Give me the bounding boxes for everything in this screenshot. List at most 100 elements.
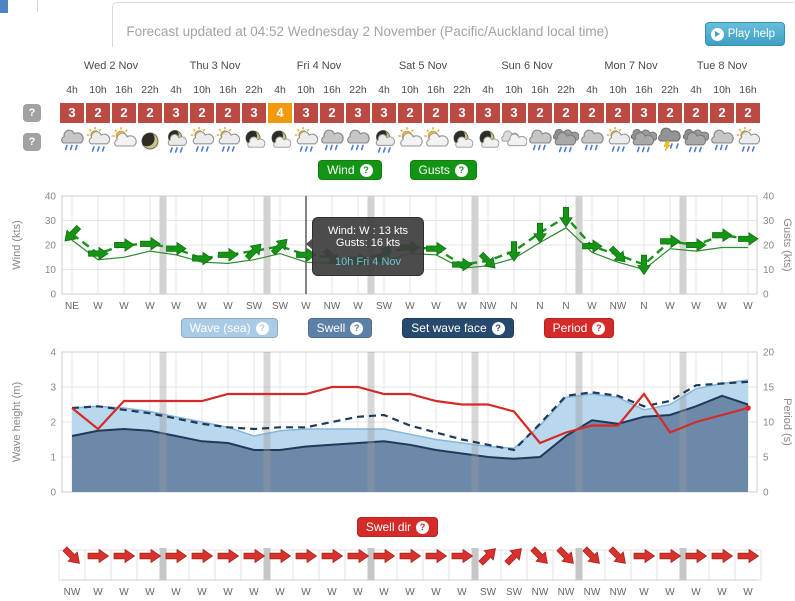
set-wave-face-button[interactable]: Set wave face ? bbox=[402, 318, 514, 338]
rating-cell[interactable]: 2 bbox=[606, 103, 630, 123]
swell-direction-label: NW bbox=[584, 587, 601, 598]
wind-direction-label: SW bbox=[246, 301, 263, 312]
rating-cell[interactable]: 3 bbox=[60, 103, 84, 123]
swell-direction-strip: NW W W W W W W W W W W W W W W W SW SW NW NW NW NW W W W W W bbox=[58, 546, 762, 598]
rating-cell[interactable]: 3 bbox=[476, 103, 500, 123]
wind-direction-label: NW bbox=[324, 301, 341, 312]
rating-cell[interactable]: 2 bbox=[190, 103, 214, 123]
swell-direction-arrow bbox=[504, 548, 522, 566]
time-label: 4h bbox=[378, 84, 390, 96]
wave-sea-button[interactable]: Wave (sea) ? bbox=[180, 318, 278, 338]
swell-direction-label: W bbox=[639, 587, 649, 598]
time-label: 4h bbox=[586, 84, 598, 96]
moon-cloud-weather-icon bbox=[475, 127, 501, 157]
swell-direction-label: NW bbox=[610, 587, 627, 598]
rating-cell[interactable]: 2 bbox=[138, 103, 162, 123]
sun-rain-weather-icon bbox=[735, 126, 761, 157]
time-label: 22h bbox=[453, 84, 471, 96]
rating-cell[interactable]: 4 bbox=[268, 103, 292, 123]
wind-button[interactable]: Wind ? bbox=[318, 160, 382, 180]
rating-cell[interactable]: 3 bbox=[346, 103, 370, 123]
time-label: 16h bbox=[739, 84, 757, 96]
swell-direction-label: SW bbox=[506, 587, 523, 598]
wind-direction-label: SW bbox=[272, 301, 289, 312]
svg-text:4: 4 bbox=[50, 348, 56, 359]
tooltip-time: 10h Fri 4 Nov bbox=[334, 256, 402, 268]
wind-help-icon: ? bbox=[359, 163, 373, 177]
wind-direction-label: W bbox=[171, 301, 181, 312]
rating-cell[interactable]: 2 bbox=[86, 103, 110, 123]
wave-chart[interactable]: 0 1 2 3 4 0 5 10 15 20 Wave height (m) Period (s) bbox=[0, 340, 795, 512]
svg-text:0: 0 bbox=[50, 290, 56, 301]
time-label: 16h bbox=[427, 84, 445, 96]
period-help-icon: ? bbox=[592, 321, 606, 335]
rating-cell[interactable]: 2 bbox=[736, 103, 760, 123]
swell-direction-arrow bbox=[659, 548, 682, 564]
svg-text:20: 20 bbox=[763, 241, 775, 252]
time-label: 4h bbox=[66, 84, 78, 96]
gusts-button[interactable]: Gusts ? bbox=[409, 160, 477, 180]
swell-dir-button[interactable]: Swell dir ? bbox=[356, 517, 439, 537]
rating-cell[interactable]: 3 bbox=[372, 103, 396, 123]
rain-weather-icon bbox=[527, 127, 553, 157]
sun-rain-weather-icon bbox=[605, 126, 631, 157]
swell-direction-label: NW bbox=[64, 587, 81, 598]
play-icon bbox=[710, 27, 724, 41]
wind-direction-arrow bbox=[88, 246, 109, 261]
sun-cloud-weather-icon bbox=[111, 127, 137, 157]
svg-text:15: 15 bbox=[763, 383, 775, 394]
swell-direction-label: W bbox=[93, 587, 103, 598]
swell-direction-label: NW bbox=[532, 587, 549, 598]
svg-text:10: 10 bbox=[763, 418, 775, 429]
wave-legend-buttons: Wave (sea) ? Swell ? Set wave face ? Per… bbox=[0, 318, 795, 338]
svg-text:20: 20 bbox=[763, 348, 775, 359]
rating-cell[interactable]: 3 bbox=[502, 103, 526, 123]
wind-direction-label: N bbox=[510, 301, 517, 312]
time-label: 22h bbox=[141, 84, 159, 96]
wind-direction-label: W bbox=[353, 301, 363, 312]
rating-cell[interactable]: 2 bbox=[398, 103, 422, 123]
rating-cell[interactable]: 2 bbox=[528, 103, 552, 123]
panel-border bbox=[112, 2, 794, 47]
rating-cell[interactable]: 3 bbox=[242, 103, 266, 123]
rating-cell[interactable]: 2 bbox=[684, 103, 708, 123]
period-button[interactable]: Period ? bbox=[543, 318, 615, 338]
weather-help-icon[interactable]: ? bbox=[23, 133, 41, 151]
time-label: 22h bbox=[661, 84, 679, 96]
rating-cell[interactable]: 2 bbox=[424, 103, 448, 123]
rating-cell[interactable]: 2 bbox=[580, 103, 604, 123]
swell-direction-arrow bbox=[295, 548, 318, 564]
moon-weather-icon bbox=[137, 127, 163, 157]
time-label: 4h bbox=[170, 84, 182, 96]
wind-direction-arrow bbox=[686, 238, 707, 252]
rating-cell[interactable]: 2 bbox=[112, 103, 136, 123]
heavy-rain-weather-icon bbox=[630, 127, 658, 157]
swell-direction-arrow bbox=[556, 546, 574, 564]
rating-cell[interactable]: 2 bbox=[554, 103, 578, 123]
play-help-button[interactable]: Play help bbox=[704, 22, 785, 46]
rating-cell[interactable]: 3 bbox=[632, 103, 656, 123]
moon-rain-weather-icon bbox=[371, 127, 397, 157]
rating-cell[interactable]: 2 bbox=[320, 103, 344, 123]
swell-direction-arrow bbox=[685, 548, 708, 564]
swell-direction-arrow bbox=[347, 548, 370, 564]
heavy-rain-weather-icon bbox=[682, 127, 710, 157]
rating-cell[interactable]: 3 bbox=[164, 103, 188, 123]
time-label: 4h bbox=[274, 84, 286, 96]
tab-divider bbox=[37, 0, 38, 12]
rating-cell[interactable]: 3 bbox=[450, 103, 474, 123]
swell-direction-arrow bbox=[711, 548, 734, 564]
wind-direction-label: W bbox=[431, 301, 441, 312]
sun-cloud-weather-icon bbox=[423, 127, 449, 157]
rating-cell[interactable]: 2 bbox=[658, 103, 682, 123]
rating-cell[interactable]: 3 bbox=[294, 103, 318, 123]
wind-direction-arrow bbox=[296, 247, 317, 262]
swell-direction-label: W bbox=[457, 587, 467, 598]
wind-direction-label: W bbox=[743, 301, 753, 312]
rating-cell[interactable]: 2 bbox=[710, 103, 734, 123]
swell-button[interactable]: Swell ? bbox=[307, 318, 373, 338]
rating-cell[interactable]: 2 bbox=[216, 103, 240, 123]
rating-help-icon[interactable]: ? bbox=[23, 104, 41, 122]
wind-direction-label: W bbox=[301, 301, 311, 312]
